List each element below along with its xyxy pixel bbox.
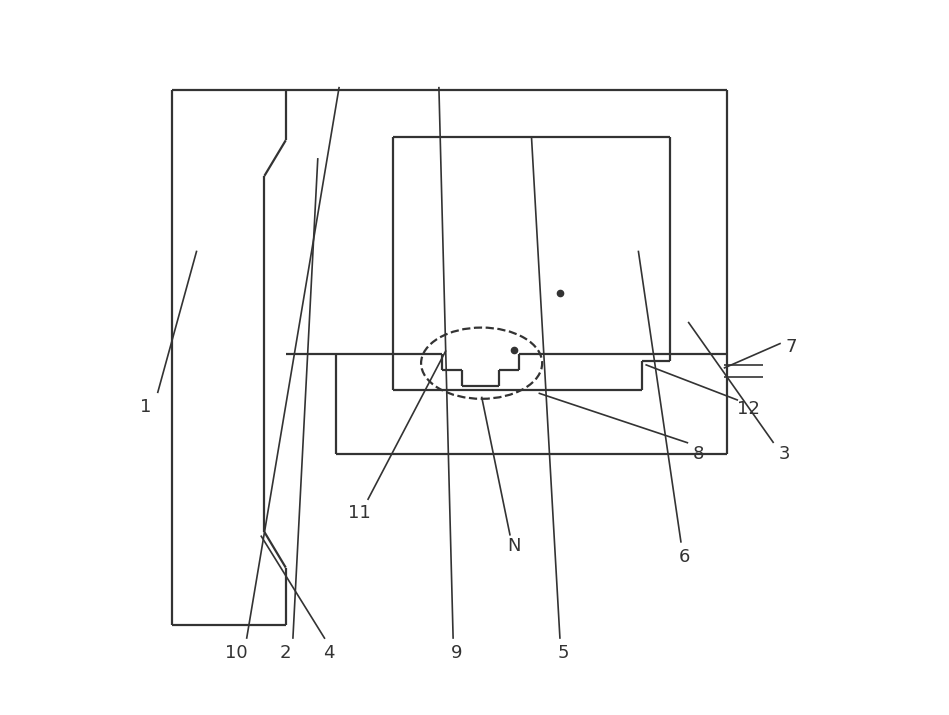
Text: 3: 3: [778, 445, 791, 463]
Text: 11: 11: [347, 504, 370, 522]
Text: 1: 1: [140, 398, 151, 416]
Text: 2: 2: [280, 644, 291, 662]
Text: 9: 9: [451, 644, 462, 662]
Text: 12: 12: [737, 400, 760, 418]
Text: 10: 10: [225, 644, 248, 662]
Text: 5: 5: [558, 644, 569, 662]
Text: 6: 6: [679, 548, 690, 566]
Text: 4: 4: [323, 644, 334, 662]
Text: N: N: [507, 537, 520, 556]
Text: 8: 8: [693, 445, 704, 463]
Text: 7: 7: [786, 337, 797, 356]
